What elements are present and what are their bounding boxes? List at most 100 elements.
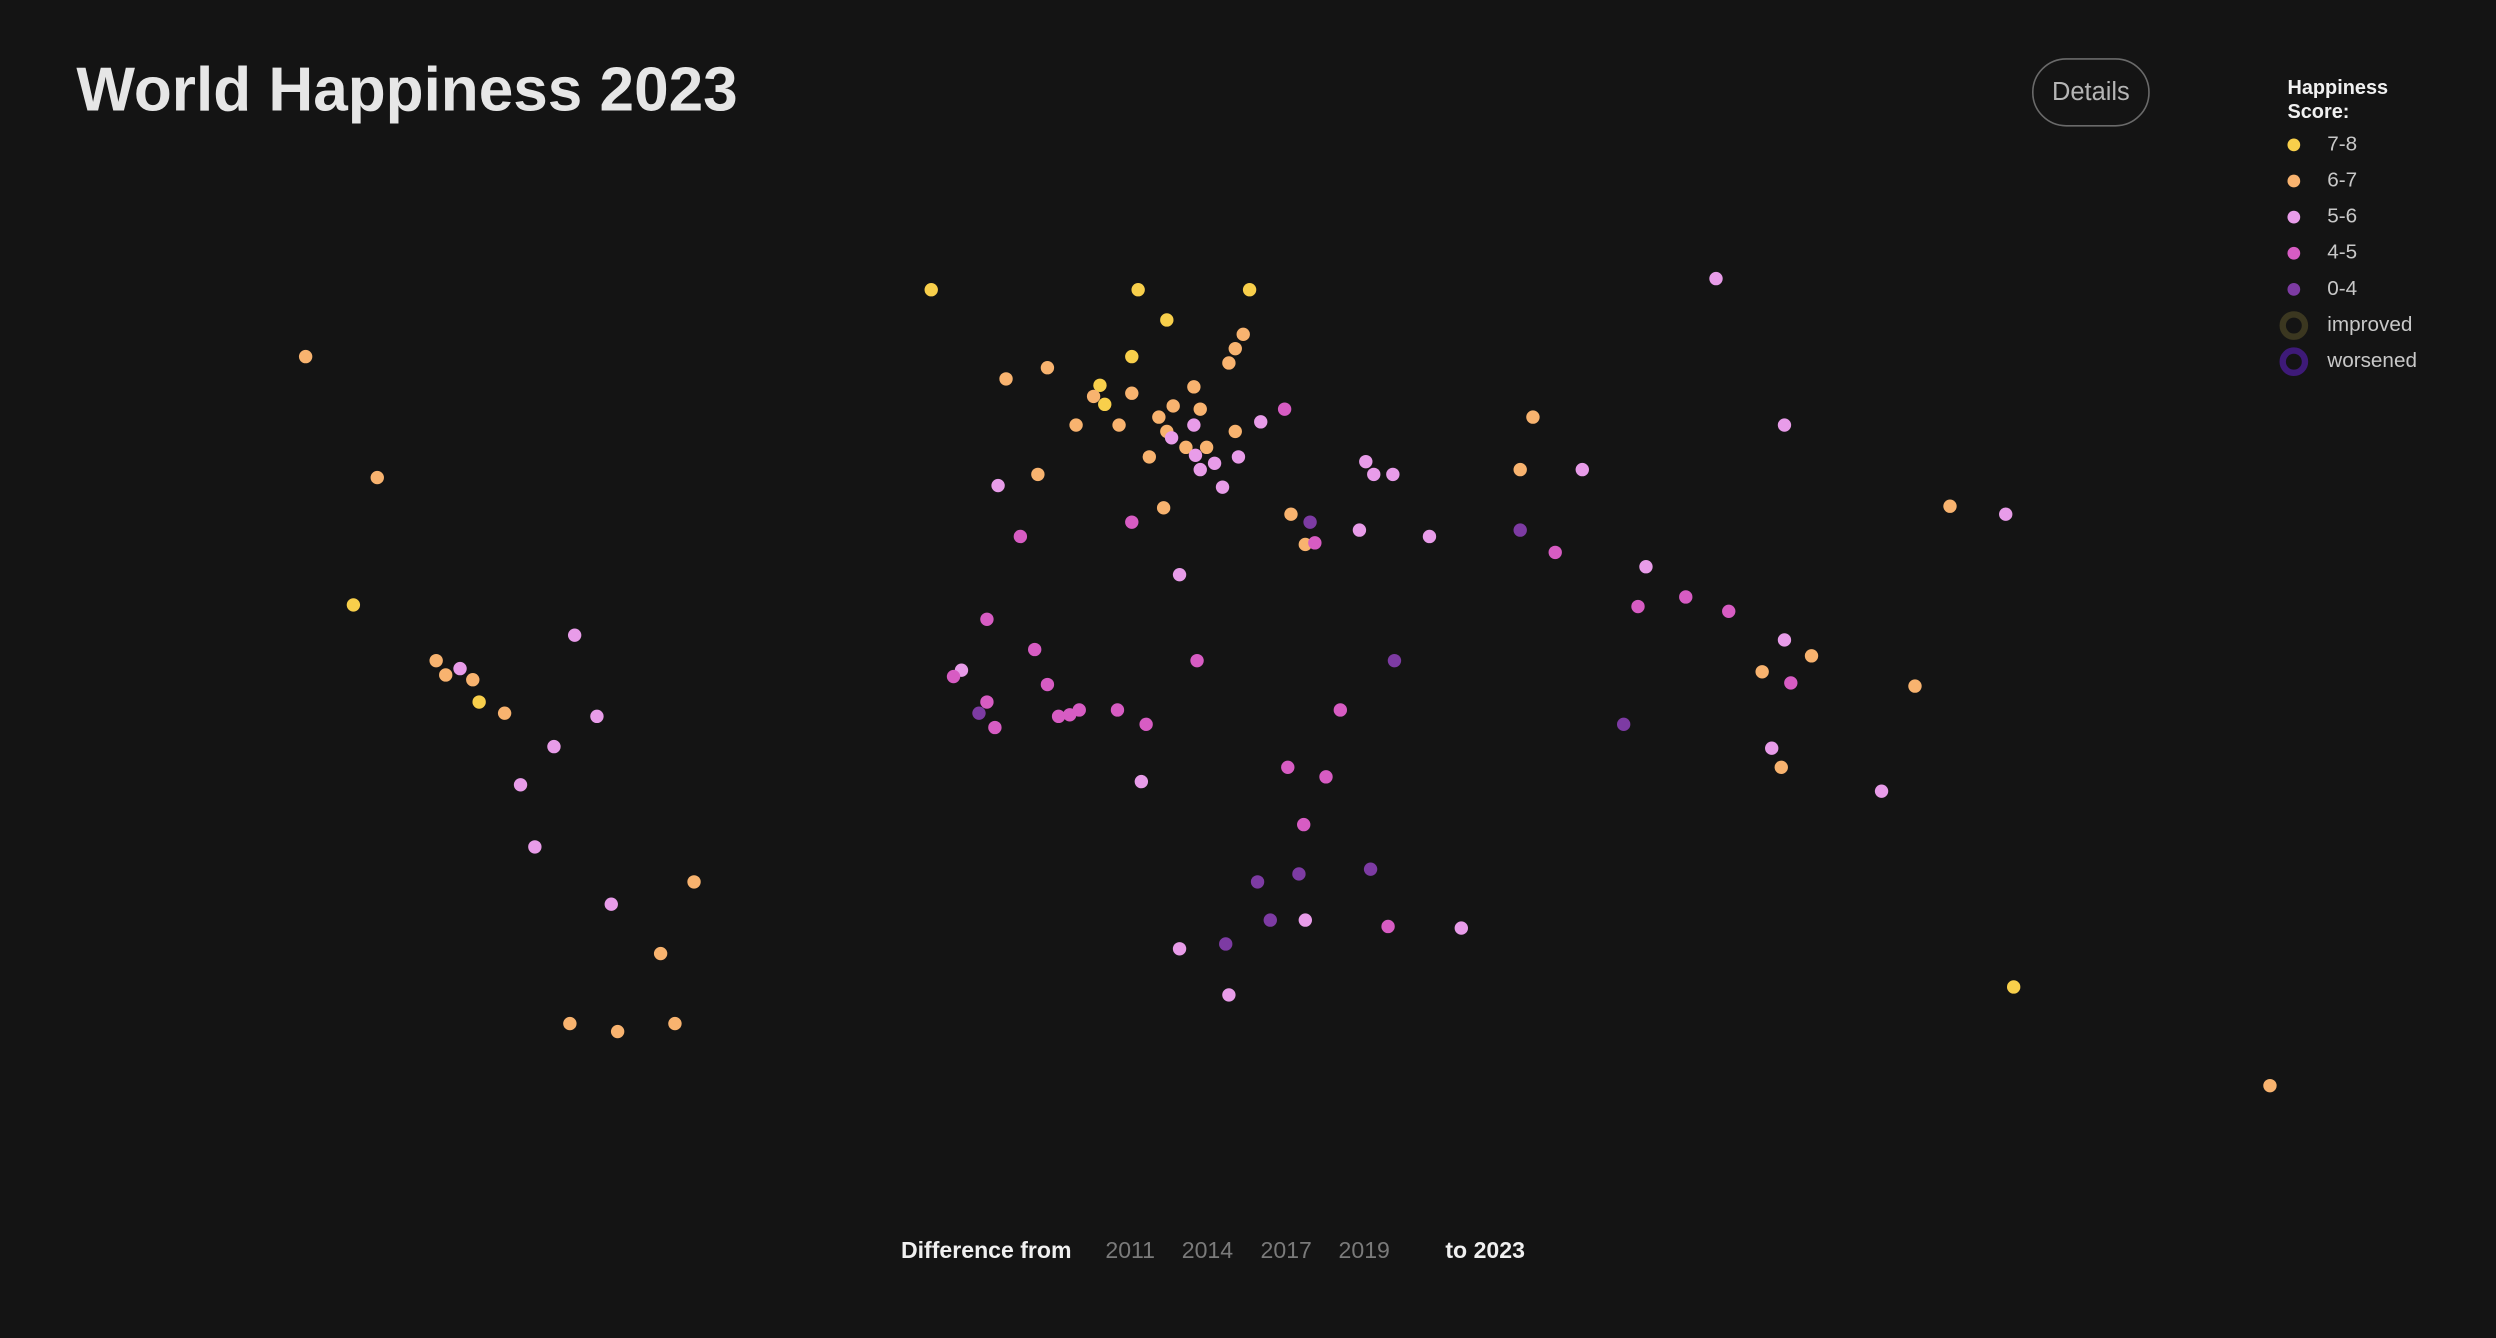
country-dot [1303,515,1317,529]
country-dot [1166,399,1180,413]
legend-ring [2279,311,2309,340]
country-dot [610,1024,625,1039]
country-dot [1281,760,1295,774]
country-dot [1112,418,1126,432]
country-dot [1190,653,1204,668]
country-dot [668,1016,682,1031]
country-dot [1207,456,1222,470]
country-dot [1381,919,1395,934]
country-dot [1298,913,1312,927]
country-dot [1219,937,1233,951]
country-dot [1631,599,1645,614]
country-dot [1513,462,1527,477]
legend-label: 5-6 [2327,205,2357,228]
country-dot [1639,560,1653,574]
country-dot [1709,271,1723,286]
country-dot [687,875,701,889]
legend-title: Happiness Score: [2287,76,2389,123]
country-dot [980,695,994,709]
country-dot [1179,440,1193,455]
country-dot [1908,679,1922,693]
country-dot [1804,649,1819,663]
country-dot [1031,467,1045,482]
country-dot [1040,361,1055,375]
country-dot [1228,424,1242,439]
country-dot [1943,499,1957,513]
country-dot [1292,867,1306,881]
legend-label: 6-7 [2327,168,2357,191]
country-dot [1359,454,1373,469]
timeline-year[interactable]: 2019 [1339,1237,1390,1263]
legend-ring [2279,347,2309,377]
country-dot [1193,462,1207,477]
country-dot [298,349,313,364]
country-dot [1228,341,1242,356]
timeline-year[interactable]: 2014 [1182,1237,1234,1263]
legend-swatch [2287,174,2301,188]
legend-swatch [2287,246,2301,260]
country-dot [513,778,528,792]
legend-label: worsened [2326,349,2417,372]
country-dot [567,628,582,642]
timeline-year[interactable]: 2011 [1105,1237,1155,1263]
country-dot [1193,402,1207,416]
timeline: Difference from to 2023 2011 2014 2017 2019 [901,1237,1525,1263]
country-dot [1131,283,1145,297]
country-dot [1548,545,1562,560]
country-dot [2263,1078,2277,1093]
country-dot [1616,717,1631,732]
details-button[interactable]: Details [2031,58,2150,127]
country-dot [1777,633,1792,647]
country-dot [1765,741,1779,755]
country-dot [1110,703,1125,717]
legend-label: 0-4 [2327,277,2357,300]
country-dot [1156,501,1171,515]
country-dot [1125,515,1139,529]
timeline-label: Difference from [901,1237,1072,1263]
country-dot [466,673,480,687]
legend-swatch [2287,138,2301,152]
country-dot [1352,523,1367,537]
country-dot [1125,349,1139,364]
details-button-frame[interactable] [2031,58,2150,127]
country-dot [1250,875,1265,889]
country-dot [1086,389,1101,404]
country-dot [1139,717,1153,732]
country-dot [1722,604,1736,618]
country-dot [1999,507,2013,521]
country-dot [988,720,1002,735]
country-dot [1093,378,1107,392]
country-dot [1755,665,1769,679]
country-dot [1263,913,1277,927]
country-dot [1069,418,1083,432]
country-dot [1386,467,1400,482]
title: World Happiness 2023 [76,55,737,124]
country-dots [298,271,2277,1093]
country-dot [1297,817,1311,832]
country-dot [1575,462,1589,477]
country-dot [370,470,384,485]
country-dot [429,653,443,668]
details-button-label[interactable]: Details [2052,78,2130,106]
country-dot [1051,709,1066,724]
country-dot [1363,862,1378,876]
timeline-year[interactable]: 2017 [1261,1237,1312,1263]
country-dot [1160,313,1174,327]
country-dot [1784,676,1798,690]
country-dot [1242,283,1257,297]
country-dot [999,372,1013,386]
country-dot [1098,397,1112,412]
country-dot [1188,448,1203,462]
country-dot [453,661,467,676]
country-dot [1172,567,1187,582]
timeline-end: to 2023 [1445,1237,1525,1263]
country-dot [653,946,668,961]
country-dot [1028,642,1042,657]
country-dot [346,598,361,612]
legend-label: 7-8 [2327,132,2357,155]
country-dot [991,478,1005,493]
country-dot [1308,536,1322,550]
country-dot [1215,480,1230,494]
